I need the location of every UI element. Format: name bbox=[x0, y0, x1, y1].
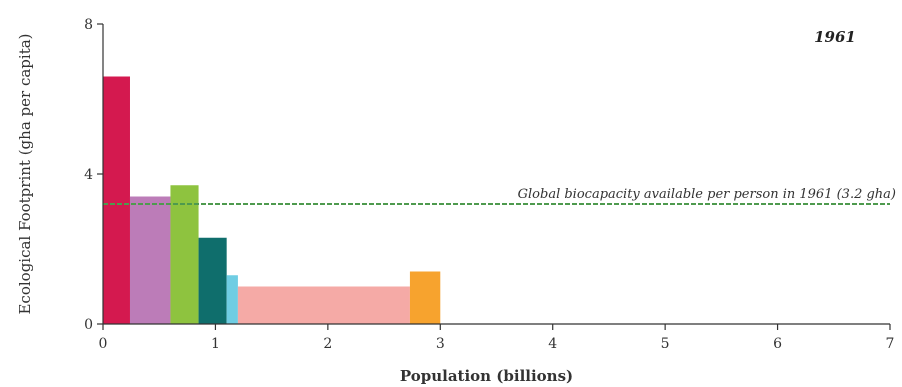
bar-3 bbox=[170, 185, 199, 324]
x-tick-label: 6 bbox=[773, 336, 782, 352]
reference-line-group: Global biocapacity available per person … bbox=[103, 187, 896, 205]
bar-6 bbox=[237, 286, 410, 324]
bars bbox=[103, 76, 441, 324]
y-axis-title: Ecological Footprint (gha per capita) bbox=[16, 33, 34, 314]
y-tick-label: 8 bbox=[84, 17, 93, 33]
bar-7 bbox=[409, 271, 441, 324]
y-tick-label: 4 bbox=[84, 167, 93, 183]
x-tick-label: 7 bbox=[886, 336, 895, 352]
bar-2 bbox=[129, 196, 171, 324]
y-ticks: 0 4 8 bbox=[84, 17, 103, 333]
x-tick-label: 2 bbox=[323, 336, 332, 352]
x-tick-label: 5 bbox=[661, 336, 670, 352]
x-tick-label: 1 bbox=[211, 336, 220, 352]
x-tick-label: 3 bbox=[436, 336, 445, 352]
bar-4 bbox=[198, 237, 227, 324]
bar-1 bbox=[103, 76, 130, 324]
bar-5 bbox=[226, 275, 238, 324]
x-axis-title: Population (billions) bbox=[400, 367, 573, 385]
reference-line-label: Global biocapacity available per person … bbox=[518, 187, 896, 202]
x-ticks: 0 1 2 3 4 5 6 7 bbox=[99, 324, 895, 352]
year-label: 1961 bbox=[814, 28, 856, 46]
y-tick-label: 0 bbox=[84, 317, 93, 333]
x-tick-label: 4 bbox=[548, 336, 557, 352]
x-tick-label: 0 bbox=[99, 336, 108, 352]
